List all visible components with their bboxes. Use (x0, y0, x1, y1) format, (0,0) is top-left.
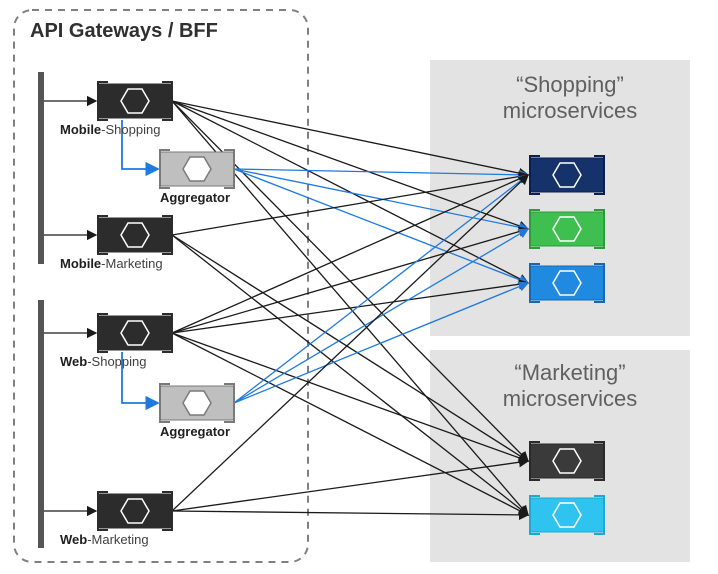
gateway-web-shopping (98, 314, 172, 352)
shopping-group-box (430, 60, 690, 336)
marketing-group-box (430, 350, 690, 562)
label-web-shopping: Web-Shopping (60, 354, 147, 369)
gateway-aggregator1 (160, 150, 234, 188)
diagram-canvas: { "canvas": { "w": 718, "h": 574, "bg": … (0, 0, 718, 574)
bff-dashed-border (14, 10, 308, 562)
gateway-mobile-shopping (98, 82, 172, 120)
label-mobile-marketing: Mobile-Marketing (60, 256, 163, 271)
gateway-aggregator2 (160, 384, 234, 422)
client-bar-mobile (38, 72, 44, 264)
gateway-mobile-marketing (98, 216, 172, 254)
label-aggregator1: Aggregator (160, 190, 230, 205)
bff-title: API Gateways / BFF (30, 20, 218, 43)
client-bar-web (38, 300, 44, 548)
gateway-web-marketing (98, 492, 172, 530)
label-aggregator2: Aggregator (160, 424, 230, 439)
label-web-marketing: Web-Marketing (60, 532, 149, 547)
label-mobile-shopping: Mobile-Shopping (60, 122, 160, 137)
